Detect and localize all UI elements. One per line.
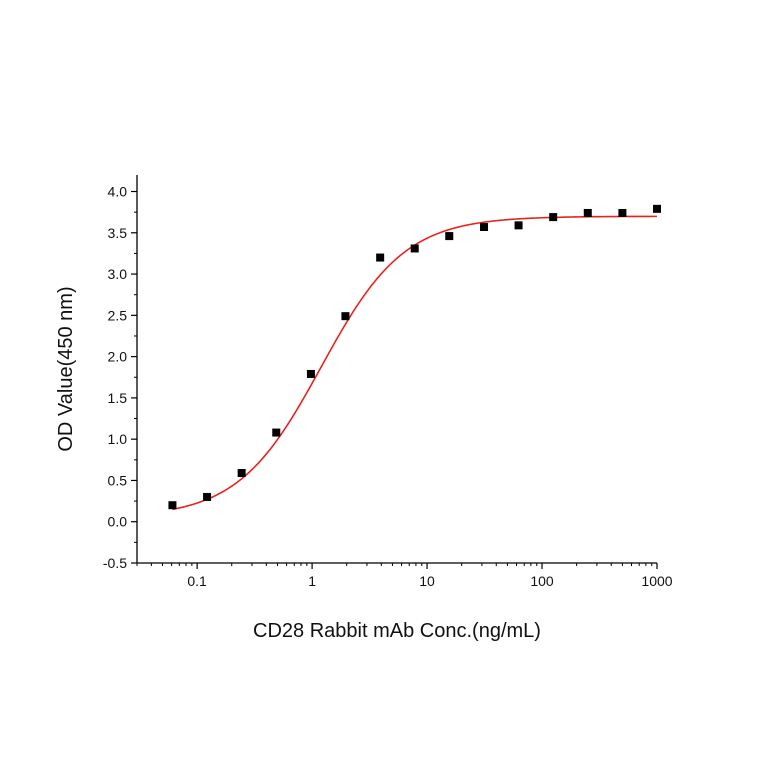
data-point bbox=[272, 428, 281, 437]
x-tick-label: 100 bbox=[530, 573, 554, 589]
y-tick-label: 2.0 bbox=[108, 349, 128, 365]
data-point bbox=[583, 208, 592, 217]
x-tick-label: 0.1 bbox=[187, 573, 207, 589]
data-point bbox=[618, 208, 627, 217]
data-point bbox=[341, 312, 350, 321]
data-point bbox=[410, 244, 419, 253]
y-tick-label: 4.0 bbox=[108, 184, 128, 200]
data-point bbox=[549, 213, 558, 222]
y-tick-label: 1.5 bbox=[108, 390, 128, 406]
data-point bbox=[514, 221, 523, 230]
data-point bbox=[445, 232, 454, 241]
data-point bbox=[168, 501, 177, 510]
y-axis-title: OD Value(450 nm) bbox=[55, 286, 77, 451]
y-tick-label: 0.0 bbox=[108, 514, 128, 530]
fit-curve bbox=[172, 215, 657, 511]
data-point bbox=[376, 253, 385, 262]
data-point bbox=[237, 469, 246, 478]
x-tick-label: 10 bbox=[419, 573, 435, 589]
y-tick-label: 3.0 bbox=[108, 266, 128, 282]
x-tick-label: 1 bbox=[308, 573, 316, 589]
plot-axes bbox=[136, 175, 657, 564]
y-tick-label: 1.0 bbox=[108, 431, 128, 447]
x-tick-label: 1000 bbox=[641, 573, 672, 589]
x-axis-title: CD28 Rabbit mAb Conc.(ng/mL) bbox=[253, 620, 541, 642]
data-point bbox=[653, 204, 661, 213]
y-tick-label: 3.5 bbox=[108, 225, 128, 241]
data-point bbox=[480, 223, 489, 232]
y-tick-label: 2.5 bbox=[108, 307, 128, 323]
data-point bbox=[203, 492, 212, 501]
x-axis-ticks: 0.1 1 10 100 1000 bbox=[136, 563, 673, 589]
y-tick-label: -0.5 bbox=[103, 555, 127, 571]
data-points-layer bbox=[168, 204, 661, 510]
data-point bbox=[306, 369, 315, 378]
y-axis-ticks: -0.5 0.0 0.5 1.0 1.5 2.0 2.5 3.0 3.5 4.0 bbox=[103, 184, 137, 571]
fit-curve-layer bbox=[172, 215, 657, 511]
y-tick-label: 0.5 bbox=[108, 472, 128, 488]
